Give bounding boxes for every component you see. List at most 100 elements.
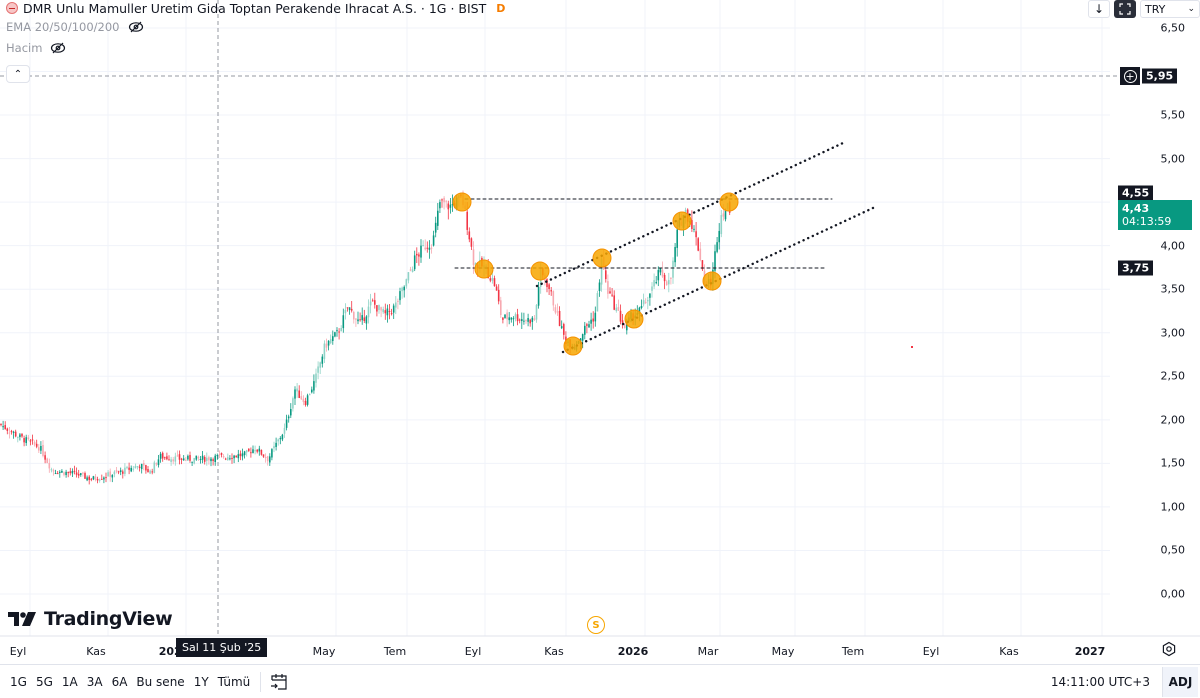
candle-body: [550, 290, 552, 292]
candle-body: [332, 336, 334, 341]
candle-body: [33, 442, 36, 445]
candle-body: [649, 293, 651, 298]
candle-body: [367, 306, 370, 318]
candle-body: [441, 199, 443, 201]
indicator-volume[interactable]: Hacim: [6, 37, 505, 59]
price-tick-label: 3,00: [1160, 326, 1186, 340]
indicator-ema[interactable]: EMA 20/50/100/200: [6, 16, 505, 38]
gear-icon[interactable]: [1161, 641, 1177, 657]
candle-body: [409, 269, 412, 271]
eye-off-icon[interactable]: [50, 42, 66, 54]
calendar-goto-icon[interactable]: [269, 672, 289, 692]
candle-body: [581, 334, 584, 341]
stray-point: [911, 346, 913, 348]
candle-body: [94, 476, 97, 480]
candle-body: [239, 453, 242, 457]
candle-body: [535, 305, 538, 320]
candle-body: [233, 455, 235, 459]
add-alert-button[interactable]: +: [1120, 67, 1140, 85]
candle-body: [586, 324, 588, 326]
candle-body: [140, 463, 143, 470]
candle-body: [88, 476, 90, 480]
chart-legend: DMR Unlu Mamuller Uretim Gida Toptan Per…: [6, 0, 505, 59]
candle-body: [306, 395, 309, 405]
candle-body: [518, 319, 521, 321]
range-button-1g[interactable]: 1G: [10, 674, 27, 689]
candle-body: [619, 310, 622, 322]
symbol-title-row[interactable]: DMR Unlu Mamuller Uretim Gida Toptan Per…: [6, 0, 505, 16]
candle-body: [180, 458, 183, 460]
candle-body: [504, 314, 506, 319]
arrow-down-icon: ↓: [1093, 2, 1105, 16]
candle-body: [605, 270, 607, 280]
crosshair-date-tag: Sal 11 Şub '25: [176, 638, 268, 657]
data-delay-badge[interactable]: D: [496, 1, 506, 15]
currency-select[interactable]: TRY ⌄: [1140, 0, 1200, 18]
candle-body: [151, 471, 153, 473]
candle-body: [50, 469, 53, 471]
candle-body: [424, 247, 426, 250]
candle-body: [235, 455, 237, 458]
toolbar-divider: [260, 671, 262, 692]
tradingview-watermark[interactable]: TradingView: [8, 608, 173, 630]
scroll-to-realtime-button[interactable]: ↓: [1088, 0, 1110, 18]
pivot-marker: [672, 211, 692, 231]
candle-body: [170, 459, 172, 462]
candle-body: [701, 260, 704, 270]
candle-body: [75, 472, 78, 475]
candle-body: [357, 319, 359, 322]
range-button-bu-sene[interactable]: Bu sene: [136, 674, 185, 689]
adjust-dividends-button[interactable]: ADJ: [1162, 667, 1198, 697]
resistance-price-tag: 4,55: [1118, 185, 1154, 201]
candle-body: [260, 449, 263, 455]
candle-body: [334, 332, 336, 337]
candle-body: [411, 269, 414, 273]
candle-body: [300, 396, 303, 400]
bottom-toolbar: 1G 5G 1A 3A 6A Bu sene 1Y Tümü 14:11:00 UTC+3 A…: [0, 664, 1200, 698]
candle-body: [4, 425, 6, 430]
candle-body: [71, 470, 74, 474]
candle-body: [428, 247, 431, 250]
candle-body: [90, 478, 93, 480]
candle-body: [510, 317, 513, 320]
range-button-6a[interactable]: 6A: [111, 674, 128, 689]
symbol-title[interactable]: DMR Unlu Mamuller Uretim Gida Toptan Per…: [23, 0, 487, 16]
candle-body: [548, 284, 550, 290]
legend-collapse-button[interactable]: ⌃: [6, 65, 30, 83]
candle-body: [317, 366, 319, 373]
candle-body: [497, 289, 500, 302]
candle-body: [588, 324, 590, 328]
candle-body: [493, 278, 496, 287]
date-range-buttons: 1G 5G 1A 3A 6A Bu sene 1Y Tümü: [5, 675, 254, 689]
fullscreen-button[interactable]: [1114, 0, 1136, 18]
candle-body: [693, 228, 695, 230]
candle-body: [365, 316, 368, 324]
range-button-5g[interactable]: 5G: [35, 674, 53, 689]
candle-body: [185, 459, 187, 461]
candle-body: [222, 456, 225, 458]
range-button-1a[interactable]: 1A: [61, 674, 78, 689]
candle-body: [676, 229, 678, 248]
candle-body: [422, 245, 424, 247]
candle-body: [558, 310, 561, 326]
range-button-tümü[interactable]: Tümü: [217, 674, 251, 689]
candle-body: [718, 230, 720, 243]
candle-body: [640, 305, 643, 308]
candle-body: [298, 390, 300, 398]
candle-body: [552, 291, 555, 306]
range-button-1y[interactable]: 1Y: [193, 674, 209, 689]
price-tick-label: 3,50: [1160, 282, 1186, 296]
split-event-marker[interactable]: S: [587, 616, 605, 634]
eye-off-icon[interactable]: [128, 21, 144, 33]
timezone-clock[interactable]: 14:11:00 UTC+3: [1050, 674, 1150, 689]
candle-body: [533, 318, 536, 320]
range-button-3a[interactable]: 3A: [86, 674, 103, 689]
candle-body: [69, 471, 72, 474]
channel-upper-line: [535, 141, 845, 288]
frame-icon: [1119, 3, 1131, 15]
time-axis[interactable]: Eyl Kas 2025 May Tem Eyl Kas 2026 Mar May Tem Eyl Ka…: [0, 640, 1160, 660]
candle-body: [388, 310, 391, 312]
candle-body: [206, 457, 208, 461]
candle-body: [596, 293, 599, 312]
